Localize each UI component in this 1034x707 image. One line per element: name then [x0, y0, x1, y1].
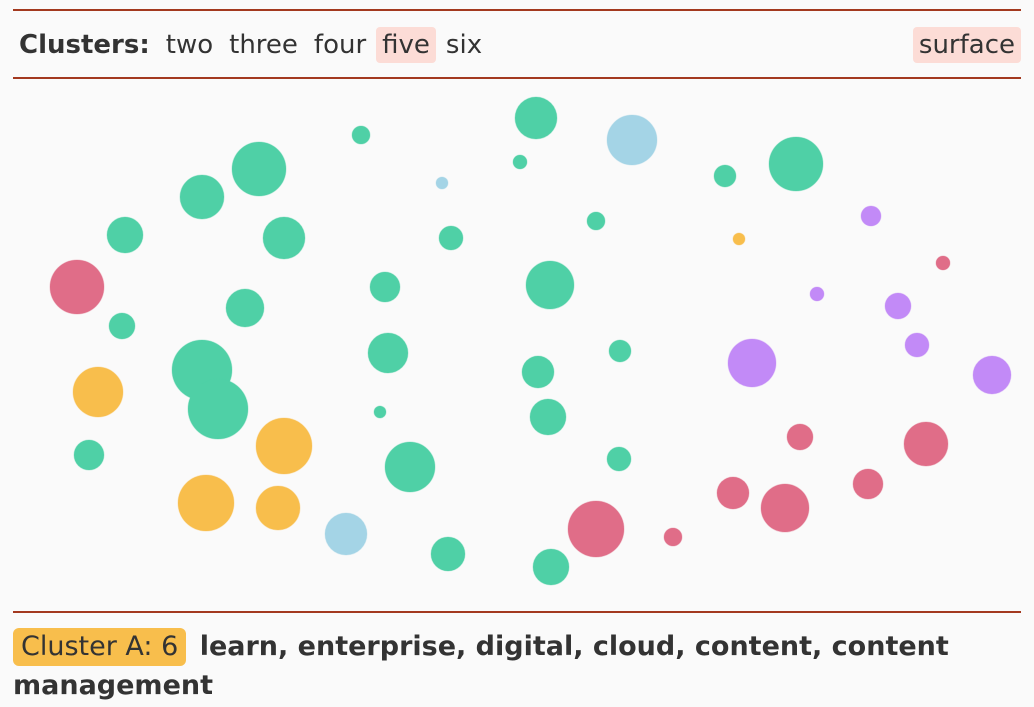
- bubble-cluster-e-39[interactable]: [716, 476, 750, 510]
- bubble-cluster-b-18[interactable]: [373, 405, 387, 419]
- bubble-cluster-e-34[interactable]: [663, 527, 683, 547]
- bottom-divider: [13, 611, 1021, 613]
- bubble-cluster-e-0[interactable]: [49, 259, 105, 315]
- cluster-option-five[interactable]: five: [376, 27, 436, 63]
- bubble-cluster-e-46[interactable]: [935, 255, 951, 271]
- bubble-cluster-b-25[interactable]: [525, 260, 575, 310]
- bubble-cluster-c-14[interactable]: [324, 512, 368, 556]
- bubble-cluster-a-37[interactable]: [732, 232, 746, 246]
- cluster-summary: Cluster A: 6 learn, enterprise, digital,…: [13, 627, 1013, 705]
- cluster-keywords: learn, enterprise, digital, cloud, conte…: [13, 631, 949, 701]
- bubble-cluster-d-42[interactable]: [809, 286, 825, 302]
- bubble-cluster-b-6[interactable]: [231, 141, 287, 197]
- bubble-cluster-e-29[interactable]: [567, 500, 625, 558]
- bubble-cluster-d-43[interactable]: [860, 205, 882, 227]
- surface-button[interactable]: surface: [912, 27, 1021, 63]
- bubble-cluster-b-35[interactable]: [713, 164, 737, 188]
- cluster-option-four[interactable]: four: [313, 30, 367, 60]
- bubble-cluster-a-13[interactable]: [255, 485, 301, 531]
- cluster-option-three[interactable]: three: [229, 30, 298, 60]
- bubble-cluster-b-5[interactable]: [179, 174, 225, 220]
- cluster-option-six[interactable]: six: [445, 30, 483, 60]
- bubble-cluster-b-19[interactable]: [384, 441, 436, 493]
- bubble-cluster-e-47[interactable]: [903, 421, 949, 467]
- bubble-cluster-b-31[interactable]: [608, 339, 632, 363]
- bubble-cluster-b-7[interactable]: [262, 216, 306, 260]
- bubble-cluster-a-11[interactable]: [255, 417, 313, 475]
- bubble-cluster-d-49[interactable]: [972, 355, 1012, 395]
- bubble-cluster-b-28[interactable]: [532, 548, 570, 586]
- cluster-option-two[interactable]: two: [165, 30, 214, 60]
- clusters-label: Clusters:: [19, 30, 150, 60]
- bubble-cluster-e-40[interactable]: [760, 483, 810, 533]
- middle-divider: [13, 77, 1021, 79]
- bubble-cluster-b-15[interactable]: [351, 125, 371, 145]
- bubble-cluster-b-26[interactable]: [521, 355, 555, 389]
- bubble-cluster-b-10[interactable]: [187, 378, 249, 440]
- bubble-cluster-a-1[interactable]: [72, 366, 124, 418]
- bubble-cluster-a-12[interactable]: [177, 474, 235, 532]
- bubble-cluster-b-17[interactable]: [367, 332, 409, 374]
- bubble-cluster-c-33[interactable]: [606, 114, 658, 166]
- bubble-cluster-b-32[interactable]: [606, 446, 632, 472]
- bubble-cluster-b-16[interactable]: [369, 271, 401, 303]
- bubble-cluster-b-23[interactable]: [514, 96, 558, 140]
- bubble-cluster-d-45[interactable]: [904, 332, 930, 358]
- bubble-cluster-d-38[interactable]: [727, 338, 777, 388]
- bubble-cluster-e-41[interactable]: [786, 423, 814, 451]
- bubble-cluster-b-8[interactable]: [225, 288, 265, 328]
- bubble-cluster-b-2[interactable]: [73, 439, 105, 471]
- bubble-cluster-b-36[interactable]: [768, 136, 824, 192]
- top-divider: [13, 9, 1021, 11]
- bubble-cluster-c-21[interactable]: [435, 176, 449, 190]
- bubble-cluster-b-30[interactable]: [586, 211, 606, 231]
- bubble-cluster-b-22[interactable]: [438, 225, 464, 251]
- bubble-cluster-b-27[interactable]: [529, 398, 567, 436]
- bubble-cluster-b-4[interactable]: [108, 312, 136, 340]
- bubble-cluster-b-3[interactable]: [106, 216, 144, 254]
- cluster-bubble-chart: [49, 96, 1012, 586]
- bubble-cluster-b-24[interactable]: [512, 154, 528, 170]
- bubble-cluster-d-44[interactable]: [884, 292, 912, 320]
- cluster-badge: Cluster A: 6: [13, 628, 187, 666]
- cluster-toolbar: Clusters: two three four five six surfac…: [19, 24, 1021, 66]
- bubble-cluster-e-48[interactable]: [852, 468, 884, 500]
- bubble-cluster-b-20[interactable]: [430, 536, 466, 572]
